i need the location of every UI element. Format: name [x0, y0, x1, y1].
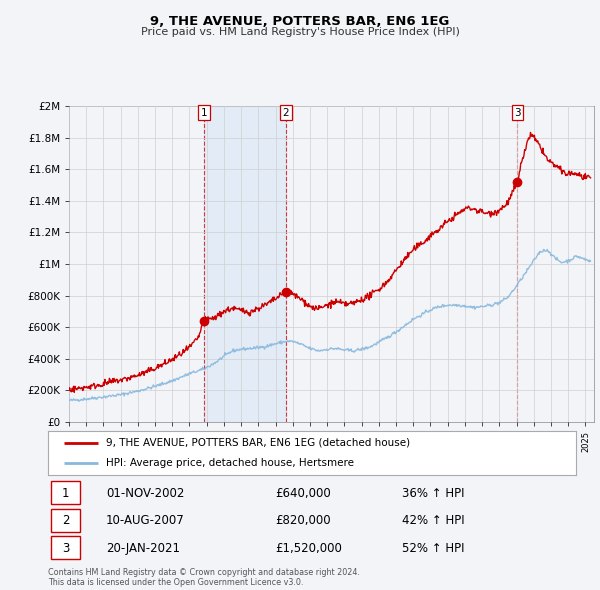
Text: Contains HM Land Registry data © Crown copyright and database right 2024.
This d: Contains HM Land Registry data © Crown c…: [48, 568, 360, 587]
Bar: [204, 106, 286, 422]
Text: 36% ↑ HPI: 36% ↑ HPI: [402, 487, 464, 500]
Text: 1: 1: [200, 108, 207, 118]
Text: 2: 2: [62, 514, 69, 527]
Text: 3: 3: [62, 542, 69, 555]
Text: HPI: Average price, detached house, Hertsmere: HPI: Average price, detached house, Hert…: [106, 458, 354, 468]
Text: Price paid vs. HM Land Registry's House Price Index (HPI): Price paid vs. HM Land Registry's House …: [140, 27, 460, 37]
Text: £640,000: £640,000: [275, 487, 331, 500]
Text: 2: 2: [283, 108, 289, 118]
Text: 42% ↑ HPI: 42% ↑ HPI: [402, 514, 464, 527]
Text: £1,520,000: £1,520,000: [275, 542, 342, 555]
Text: 01-NOV-2002: 01-NOV-2002: [106, 487, 184, 500]
Text: 3: 3: [514, 108, 521, 118]
FancyBboxPatch shape: [50, 536, 80, 559]
FancyBboxPatch shape: [50, 481, 80, 504]
Text: 52% ↑ HPI: 52% ↑ HPI: [402, 542, 464, 555]
Text: 10-AUG-2007: 10-AUG-2007: [106, 514, 185, 527]
FancyBboxPatch shape: [50, 509, 80, 532]
Text: 9, THE AVENUE, POTTERS BAR, EN6 1EG: 9, THE AVENUE, POTTERS BAR, EN6 1EG: [151, 15, 449, 28]
Text: 9, THE AVENUE, POTTERS BAR, EN6 1EG (detached house): 9, THE AVENUE, POTTERS BAR, EN6 1EG (det…: [106, 438, 410, 448]
Text: 1: 1: [62, 487, 69, 500]
Text: £820,000: £820,000: [275, 514, 331, 527]
Text: 20-JAN-2021: 20-JAN-2021: [106, 542, 180, 555]
